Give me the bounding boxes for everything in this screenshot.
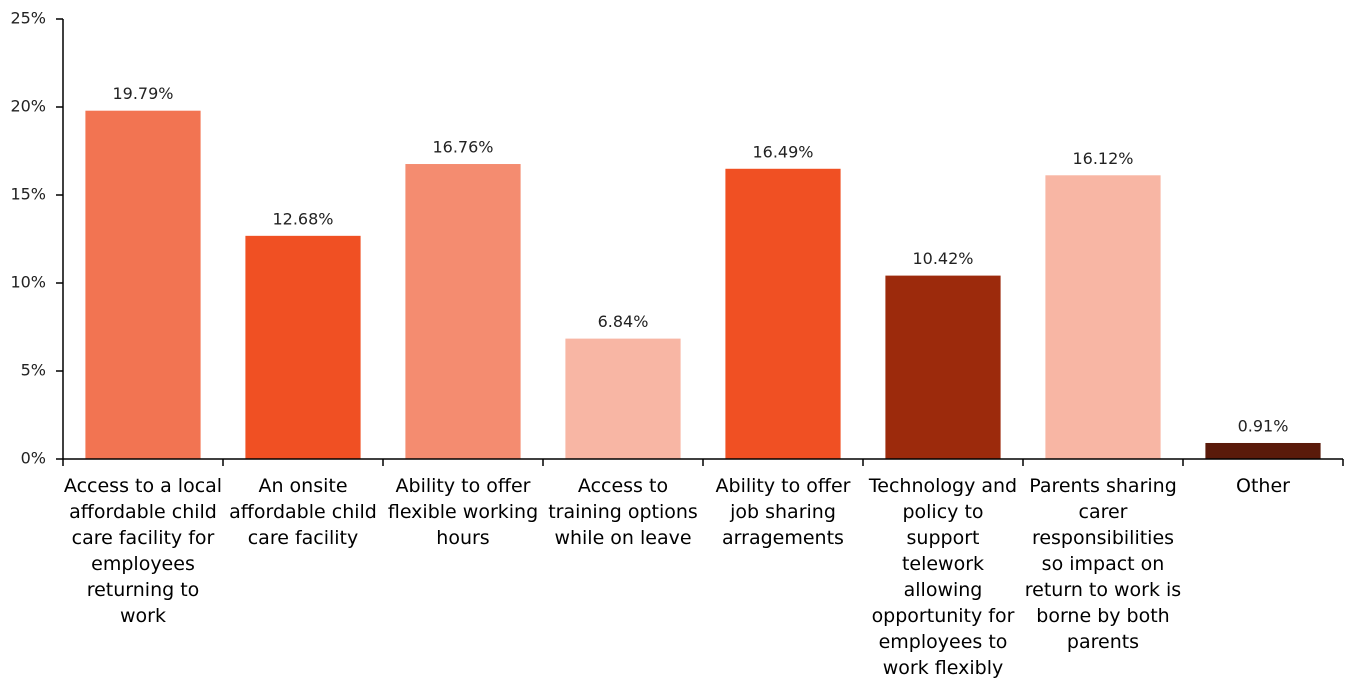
value-label: 16.49% [752, 142, 813, 161]
y-tick-label: 5% [21, 361, 46, 380]
x-tick-label-box: Technology and policy to support telewor… [868, 475, 1018, 679]
bar [1045, 175, 1161, 459]
bar [405, 164, 521, 460]
x-tick-label: Access to a local affordable child care … [63, 475, 223, 627]
y-tick-label: 25% [10, 9, 46, 28]
x-tick-label: Access to training options while on leav… [548, 475, 698, 549]
y-tick-label: 20% [10, 97, 46, 116]
value-label: 0.91% [1238, 416, 1289, 435]
x-tick-label: Parents sharing carer responsibilities s… [1024, 475, 1182, 653]
x-tick-label: Technology and policy to support telewor… [868, 475, 1018, 679]
value-label: 16.76% [432, 138, 493, 157]
value-label: 10.42% [912, 249, 973, 268]
x-tick-label-box: Other [1236, 475, 1290, 497]
bar [565, 338, 681, 459]
x-tick-label-box: Access to a local affordable child care … [63, 475, 223, 627]
x-tick-label-box: Ability to offer job sharing arragements [715, 475, 851, 549]
bar [1205, 442, 1321, 459]
value-label: 6.84% [598, 312, 649, 331]
value-label: 19.79% [112, 84, 173, 103]
bar [885, 275, 1001, 459]
x-tick-label: An onsite affordable child care facility [229, 475, 377, 549]
bar [85, 110, 201, 460]
x-tick-label-box: Access to training options while on leav… [548, 475, 698, 549]
y-tick-label: 15% [10, 185, 46, 204]
x-tick-label-box: An onsite affordable child care facility [229, 475, 377, 549]
value-label: 16.12% [1072, 149, 1133, 168]
x-tick-label-box: Ability to offer flexible working hours [387, 475, 539, 549]
x-tick-label: Ability to offer job sharing arragements [715, 475, 851, 549]
x-tick-label-box: Parents sharing carer responsibilities s… [1024, 475, 1182, 653]
y-tick-label: 0% [21, 449, 46, 468]
x-tick-label: Other [1236, 475, 1290, 497]
bar [725, 168, 841, 459]
bar [245, 235, 361, 459]
x-tick-label: Ability to offer flexible working hours [387, 475, 539, 549]
value-label: 12.68% [272, 209, 333, 228]
y-tick-label: 10% [10, 273, 46, 292]
